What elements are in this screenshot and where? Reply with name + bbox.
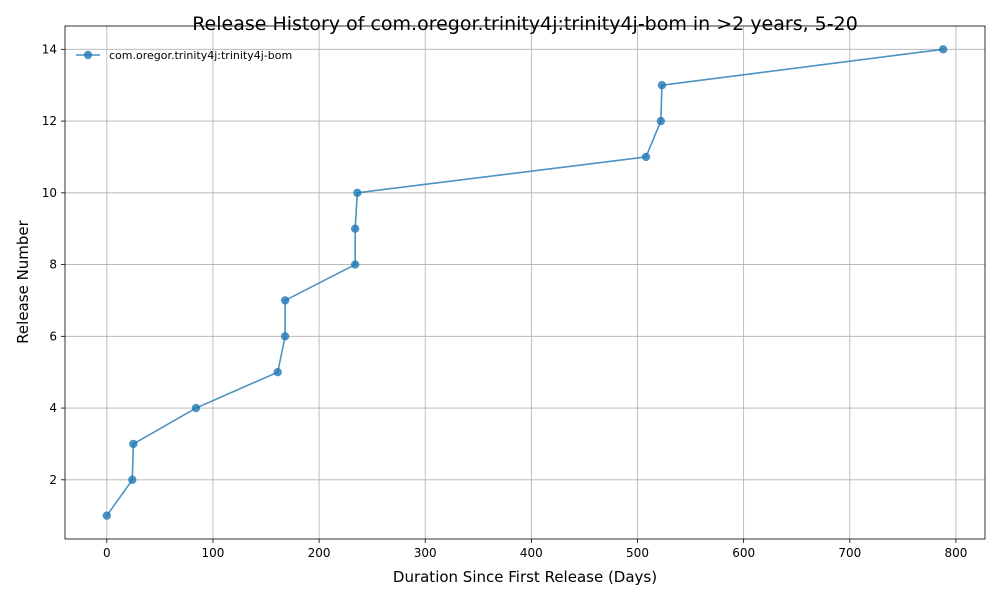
data-point [129,439,138,449]
legend: com.oregor.trinity4j:trinity4j-bom [76,49,292,62]
y-tick-label: 8 [49,258,57,272]
y-tick-label: 4 [49,401,57,415]
x-tick-label: 100 [202,546,225,560]
y-tick-label: 12 [42,114,57,128]
data-point [938,45,948,54]
data-point [657,80,667,90]
series-line [106,48,944,517]
grid [65,26,985,539]
data-point [280,332,290,341]
data-point [280,296,290,305]
x-tick-label: 0 [103,546,111,560]
legend-label: com.oregor.trinity4j:trinity4j-bom [109,49,292,62]
x-axis-title: Duration Since First Release (Days) [393,568,657,586]
data-point [350,224,360,233]
axis-ticks: 0 100 200 300 400 500 600 700 800 2 4 6 8 10 12 14 [42,42,968,560]
data-point [191,403,201,413]
data-point [350,260,360,269]
y-tick-label: 10 [42,186,57,200]
x-tick-label: 700 [838,546,861,560]
y-tick-label: 6 [49,329,57,343]
x-tick-label: 800 [944,546,967,560]
data-point [353,188,362,198]
x-tick-label: 300 [414,546,437,560]
data-point [656,116,666,126]
x-tick-label: 400 [520,546,543,560]
y-tick-label: 14 [42,42,57,56]
data-point [641,152,651,162]
x-tick-label: 200 [308,546,331,560]
y-tick-label: 2 [49,473,57,487]
x-tick-label: 500 [626,546,649,560]
plot-area-frame [64,25,986,540]
data-point [273,367,282,377]
series-layer [102,45,948,520]
y-axis-title: Release Number [14,219,32,343]
x-tick-label: 600 [732,546,755,560]
data-point [128,475,137,485]
data-point [102,511,112,520]
chart-title: Release History of com.oregor.trinity4j:… [192,13,858,35]
legend-marker-swatch [83,50,93,60]
